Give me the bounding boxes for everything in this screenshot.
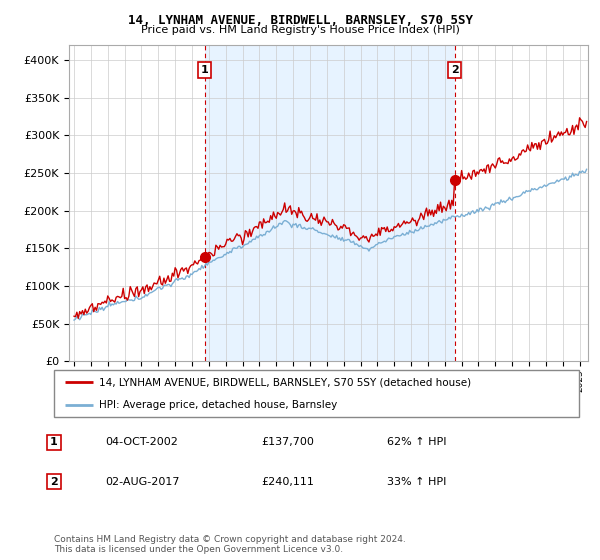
Text: 14, LYNHAM AVENUE, BIRDWELL, BARNSLEY, S70 5SY: 14, LYNHAM AVENUE, BIRDWELL, BARNSLEY, S… [128,14,473,27]
FancyBboxPatch shape [54,370,579,417]
Text: 2: 2 [50,477,58,487]
Text: £240,111: £240,111 [261,477,314,487]
Text: 14, LYNHAM AVENUE, BIRDWELL, BARNSLEY, S70 5SY (detached house): 14, LYNHAM AVENUE, BIRDWELL, BARNSLEY, S… [98,377,471,388]
Text: 1: 1 [201,65,209,75]
Text: 33% ↑ HPI: 33% ↑ HPI [387,477,446,487]
Text: 04-OCT-2002: 04-OCT-2002 [105,437,178,447]
Text: £137,700: £137,700 [261,437,314,447]
Text: HPI: Average price, detached house, Barnsley: HPI: Average price, detached house, Barn… [98,400,337,410]
Text: 02-AUG-2017: 02-AUG-2017 [105,477,179,487]
Text: Price paid vs. HM Land Registry's House Price Index (HPI): Price paid vs. HM Land Registry's House … [140,25,460,35]
Text: Contains HM Land Registry data © Crown copyright and database right 2024.
This d: Contains HM Land Registry data © Crown c… [54,535,406,554]
Text: 2: 2 [451,65,458,75]
Text: 62% ↑ HPI: 62% ↑ HPI [387,437,446,447]
Bar [205,45,455,361]
Text: 1: 1 [50,437,58,447]
